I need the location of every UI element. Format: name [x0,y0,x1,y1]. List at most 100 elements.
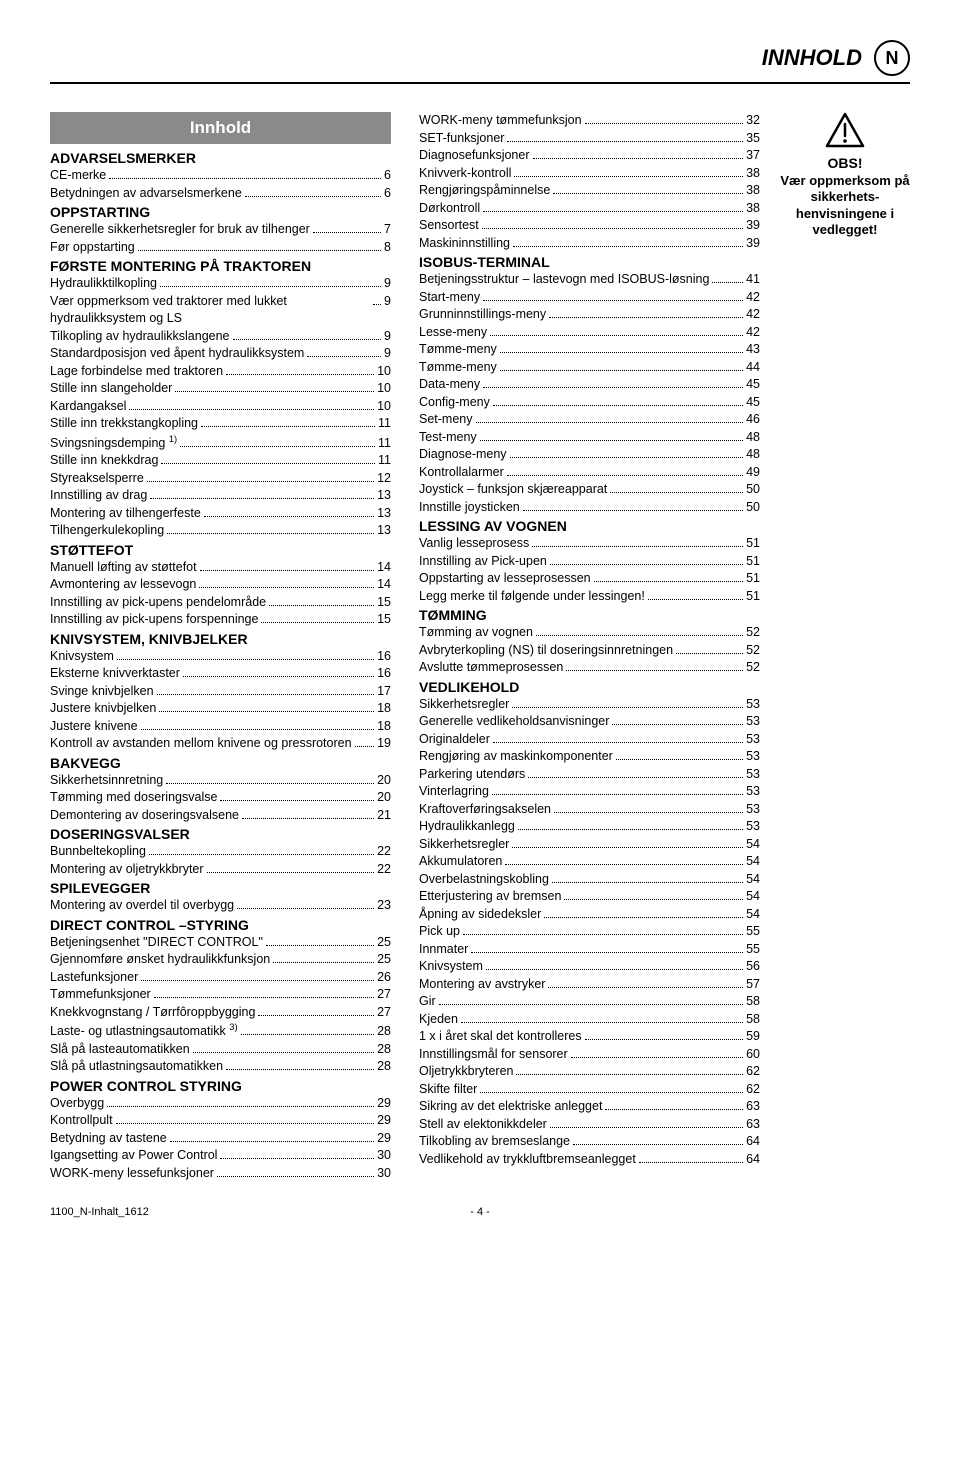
toc-entry-page: 44 [746,359,760,377]
toc-leader-dots [512,847,743,848]
toc-entry-label: Generelle sikkerhetsregler for bruk av t… [50,221,310,239]
toc-entry-page: 53 [746,713,760,731]
toc-entry: Test-meny48 [419,429,760,447]
toc-entry-page: 42 [746,324,760,342]
toc-leader-dots [167,533,374,534]
toc-leader-dots [261,622,374,623]
toc-entry-page: 30 [377,1165,391,1183]
toc-section-heading: BAKVEGG [50,755,391,771]
toc-leader-dots [639,1162,743,1163]
toc-entry-page: 57 [746,976,760,994]
toc-leader-dots [507,141,743,142]
toc-leader-dots [712,282,743,283]
toc-entry-page: 28 [377,1041,391,1059]
toc-entry: Innstillingsmål for sensorer60 [419,1046,760,1064]
toc-entry-page: 49 [746,464,760,482]
toc-title: Innhold [50,112,391,144]
toc-entry: Oljetrykkbryteren62 [419,1063,760,1081]
toc-leader-dots [500,370,743,371]
toc-entry: Betydning av tastene29 [50,1130,391,1148]
toc-leader-dots [201,426,375,427]
toc-entry-label: Lage forbindelse med traktoren [50,363,223,381]
toc-entry-label: Gir [419,993,436,1011]
toc-entry-label: Overbelastningskobling [419,871,549,889]
toc-entry-label: Knekkvognstang / Tørrfôroppbygging [50,1004,255,1022]
toc-entry-page: 29 [377,1112,391,1130]
toc-entry: Overbygg29 [50,1095,391,1113]
toc-entry-label: Generelle vedlikeholdsanvisninger [419,713,609,731]
toc-entry-page: 21 [377,807,391,825]
page-number: - 4 - [470,1206,490,1218]
toc-leader-dots [183,676,374,677]
toc-entry: Montering av oljetrykkbryter22 [50,861,391,879]
toc-entry-label: Data-meny [419,376,480,394]
toc-entry-label: Tømmefunksjoner [50,986,151,1004]
toc-leader-dots [258,1015,374,1016]
toc-entry-label: Før oppstarting [50,239,135,257]
toc-entry: Hydraulikkanlegg53 [419,818,760,836]
toc-entry-label: Kjeden [419,1011,458,1029]
toc-entry: Generelle vedlikeholdsanvisninger 53 [419,713,760,731]
toc-entry-label: WORK-meny lessefunksjoner [50,1165,214,1183]
toc-leader-dots [204,516,374,517]
toc-entry: Hydraulikktilkopling9 [50,275,391,293]
toc-entry-page: 58 [746,993,760,1011]
toc-entry: Åpning av sidedeksler54 [419,906,760,924]
toc-entry-label: Kontrollpult [50,1112,113,1130]
toc-entry-page: 38 [746,165,760,183]
toc-entry-label: Innstilling av pick-upens pendelområde [50,594,266,612]
toc-entry: Kardangaksel10 [50,398,391,416]
toc-section-heading: TØMMING [419,607,760,623]
toc-leader-dots [226,1069,374,1070]
toc-entry-label: Rengjøring av maskinkomponenter [419,748,613,766]
toc-leader-dots [480,440,743,441]
toc-entry-label: Innstilling av pick-upens forspenninge [50,611,258,629]
toc-leader-dots [471,952,743,953]
toc-entry: Manuell løfting av støttefot14 [50,559,391,577]
toc-entry: Justere knivbjelken18 [50,700,391,718]
toc-leader-dots [483,211,743,212]
toc-entry-label: Betydningen av advarselsmerkene [50,185,242,203]
toc-entry: Før oppstarting 8 [50,239,391,257]
toc-entry-label: Innstillingsmål for sensorer [419,1046,568,1064]
toc-entry-label: Stell av elektonikkdeler [419,1116,547,1134]
toc-entry-page: 8 [384,239,391,257]
toc-entry-page: 9 [384,293,391,311]
toc-entry: Eksterne knivverktaster16 [50,665,391,683]
toc-entry-page: 10 [377,398,391,416]
footer: 1100_N-Inhalt_1612 - 4 - 1100_N-Inhalt_1… [50,1206,910,1218]
toc-entry-label: Innstilling av drag [50,487,147,505]
toc-entry-page: 53 [746,696,760,714]
toc-leader-dots [220,1158,374,1159]
toc-entry-label: Skifte filter [419,1081,477,1099]
toc-leader-dots [482,228,743,229]
toc-entry: Legg merke til følgende under lessingen!… [419,588,760,606]
toc-leader-dots [512,707,743,708]
toc-entry-page: 25 [377,934,391,952]
toc-leader-dots [532,546,743,547]
toc-right-column: WORK-meny tømmefunksjon32SET-funksjoner3… [419,112,760,1182]
toc-entry: Gir 58 [419,993,760,1011]
toc-entry-page: 54 [746,888,760,906]
toc-leader-dots [175,391,374,392]
toc-entry-page: 59 [746,1028,760,1046]
toc-entry-page: 51 [746,553,760,571]
toc-entry: Overbelastningskobling54 [419,871,760,889]
toc-entry: Set-meny46 [419,411,760,429]
toc-entry-label: Åpning av sidedeksler [419,906,541,924]
toc-entry-label: Tilkobling av bremseslange [419,1133,570,1151]
toc-leader-dots [373,304,381,305]
toc-entry-label: Tømme-meny [419,341,497,359]
toc-leader-dots [483,300,743,301]
toc-leader-dots [513,246,743,247]
toc-entry: Oppstarting av lesseprosessen51 [419,570,760,588]
toc-entry: Innstille joysticken50 [419,499,760,517]
toc-leader-dots [523,510,743,511]
toc-leader-dots [507,475,743,476]
toc-entry-label: Dørkontroll [419,200,480,218]
toc-entry-page: 55 [746,941,760,959]
toc-entry: WORK-meny lessefunksjoner 30 [50,1165,391,1183]
toc-entry: Gjennomføre ønsket hydraulikkfunksjon25 [50,951,391,969]
toc-entry-page: 62 [746,1081,760,1099]
toc-entry-label: Svinge knivbjelken [50,683,154,701]
